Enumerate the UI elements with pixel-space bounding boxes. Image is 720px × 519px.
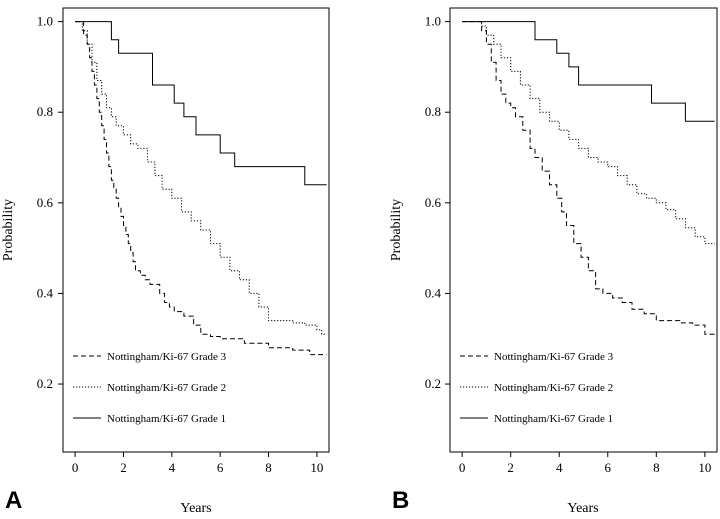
panel-label: A <box>5 487 22 514</box>
y-tick-label: 0.8 <box>425 104 441 119</box>
panel-label: B <box>392 487 409 514</box>
y-tick-label: 0.6 <box>425 195 442 210</box>
x-axis-title: Years <box>567 501 598 516</box>
legend-label: Nottingham/Ki-67 Grade 1 <box>494 413 613 425</box>
y-tick-label: 0.6 <box>37 195 54 210</box>
series-line-dashed <box>462 21 716 337</box>
x-tick-label: 10 <box>698 460 711 475</box>
x-tick-label: 8 <box>265 460 272 475</box>
y-tick-label: 0.8 <box>37 104 53 119</box>
panel-a: 0 2 4 6 8 10 0.2 0.4 0.6 0.8 1.0 Years Probability No… <box>1 7 330 516</box>
x-tick-label: 8 <box>653 460 660 475</box>
legend-label: Nottingham/Ki-67 Grade 2 <box>107 382 226 394</box>
y-axis-title: Probability <box>1 199 16 261</box>
x-tick-label: 0 <box>72 460 79 475</box>
x-tick-label: 4 <box>169 460 176 475</box>
series-line-solid <box>462 21 715 122</box>
panel-b: 0 2 4 6 8 10 0.2 0.4 0.6 0.8 1.0 Years Probability No… <box>389 7 718 516</box>
legend-label: Nottingham/Ki-67 Grade 1 <box>107 413 226 425</box>
x-tick-label: 2 <box>507 460 514 475</box>
y-tick-label: 0.2 <box>425 376 441 391</box>
x-tick-label: 0 <box>459 460 466 475</box>
x-tick-label: 6 <box>217 460 224 475</box>
x-tick-label: 2 <box>120 460 127 475</box>
legend-label: Nottingham/Ki-67 Grade 3 <box>494 351 614 363</box>
y-tick-label: 0.4 <box>37 285 54 300</box>
series-line-dotted <box>462 21 715 245</box>
plot-frame <box>62 7 330 453</box>
y-tick-label: 0.4 <box>425 285 442 300</box>
y-tick-label: 1.0 <box>425 14 441 29</box>
x-tick-label: 4 <box>556 460 563 475</box>
series-line-solid <box>75 21 327 186</box>
legend-label: Nottingham/Ki-67 Grade 2 <box>494 382 613 394</box>
y-tick-label: 0.2 <box>37 376 53 391</box>
plot-frame <box>449 7 718 453</box>
x-tick-label: 6 <box>605 460 612 475</box>
x-tick-label: 10 <box>310 460 323 475</box>
series-line-dotted <box>75 21 327 335</box>
series-line-dashed <box>75 21 327 356</box>
x-axis-title: Years <box>180 501 211 516</box>
y-tick-label: 1.0 <box>37 14 53 29</box>
legend-label: Nottingham/Ki-67 Grade 3 <box>107 351 227 363</box>
y-axis-title: Probability <box>389 199 404 261</box>
